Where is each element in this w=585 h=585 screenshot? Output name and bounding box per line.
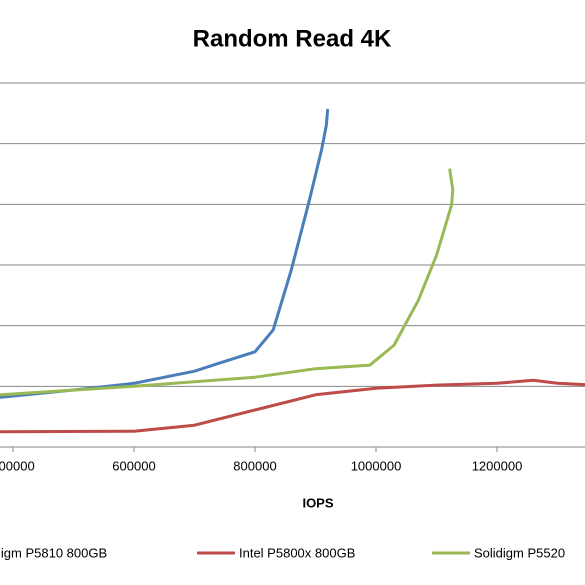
- chart-title: Random Read 4K: [193, 25, 392, 52]
- x-tick-label: 600000: [112, 458, 155, 473]
- x-tick-label: 400000: [0, 458, 35, 473]
- x-tick-label: 1000000: [351, 458, 402, 473]
- series-line: [0, 108, 330, 399]
- x-axis-title: IOPS: [302, 495, 333, 510]
- series-line: [0, 378, 585, 434]
- legend-label: Solidigm P5810 800GB: [0, 545, 107, 560]
- x-tick-label: 1200000: [472, 458, 523, 473]
- series-line: [0, 168, 455, 397]
- x-tick-label: 800000: [233, 458, 276, 473]
- legend-label: Solidigm P5520: [474, 545, 565, 560]
- legend-label: Intel P5800x 800GB: [239, 545, 355, 560]
